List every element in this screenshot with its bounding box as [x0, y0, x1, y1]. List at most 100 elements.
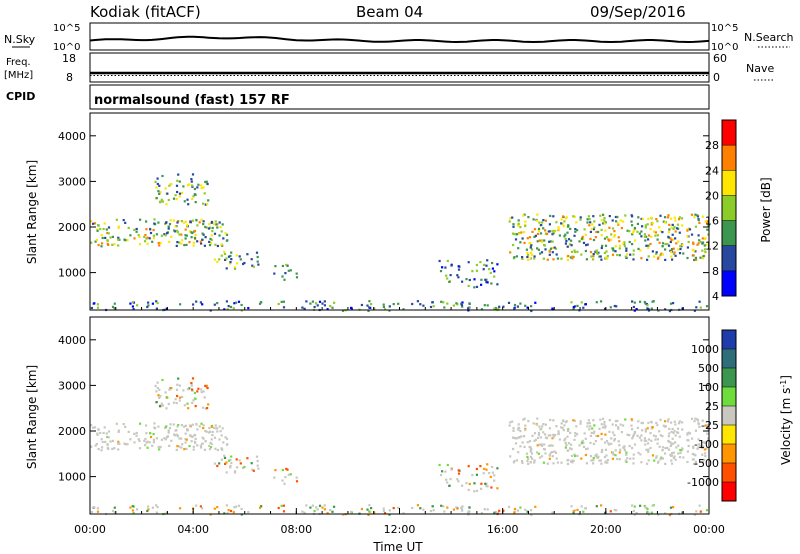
power-cell: [573, 234, 576, 237]
power-cell: [594, 236, 597, 239]
power-cell: [193, 187, 196, 191]
power-cell: [672, 252, 675, 256]
power-cell: [301, 306, 304, 309]
power-cell: [493, 270, 496, 273]
velocity-cell: [553, 434, 556, 437]
power-cell: [637, 247, 640, 250]
y-tick-label: 1000: [58, 471, 86, 484]
power-cell: [156, 302, 159, 305]
nave-tick-high: 60: [713, 52, 727, 65]
velocity-cell: [251, 468, 254, 471]
power-cell: [536, 240, 539, 243]
power-cell: [157, 221, 160, 224]
power-cell: [661, 242, 665, 245]
velocity-cell: [153, 426, 156, 429]
velocity-cell: [647, 438, 651, 441]
velocity-cell: [213, 462, 216, 465]
power-cell: [538, 221, 541, 224]
power-cell: [195, 218, 198, 222]
velocity-cell: [661, 457, 664, 460]
velocity-cell: [493, 479, 496, 482]
power-cell: [201, 238, 204, 241]
power-cell: [178, 195, 181, 198]
velocity-cell: [605, 440, 609, 443]
velocity-cell: [538, 425, 541, 428]
velocity-cell: [282, 504, 285, 507]
velocity-cell: [190, 384, 193, 387]
power-cell: [152, 234, 155, 237]
power-cell: [205, 226, 208, 229]
velocity-cell: [491, 465, 494, 469]
velocity-cell: [213, 507, 216, 510]
power-cell: [549, 214, 552, 217]
power-cell: [219, 226, 222, 229]
velocity-cell: [208, 448, 212, 451]
power-cell: [542, 219, 545, 222]
power-cell: [543, 239, 546, 242]
power-cell: [672, 302, 675, 305]
velocity-cell: [173, 433, 176, 436]
power-cell: [628, 230, 631, 233]
velocity-cell: [177, 424, 180, 427]
power-cell: [589, 221, 592, 224]
power-cell: [531, 253, 534, 256]
power-cell: [163, 233, 166, 236]
power-cell: [155, 300, 158, 303]
power-cell: [526, 306, 529, 309]
velocity-cell: [480, 487, 483, 490]
power-cell: [185, 243, 188, 246]
power-cell: [676, 223, 680, 226]
velocity-cell: [600, 432, 603, 435]
velocity-cell: [168, 427, 172, 430]
power-cell: [703, 244, 706, 247]
power-cell: [574, 228, 577, 231]
power-cell: [210, 238, 213, 241]
power-cell: [126, 239, 129, 242]
velocity-cell: [174, 398, 177, 401]
velocity-cell: [287, 473, 290, 476]
nsky-tick-low: 10^0: [53, 42, 80, 53]
power-cell: [475, 269, 478, 272]
power-cell: [563, 220, 566, 223]
velocity-cell: [540, 444, 544, 447]
velocity-cell: [156, 381, 159, 384]
velocity-cell: [115, 422, 118, 425]
velocity-cell: [204, 429, 207, 433]
power-cell: [664, 248, 667, 251]
velocity-cell: [133, 441, 136, 444]
power-cell: [604, 229, 607, 232]
power-cell: [537, 248, 540, 251]
velocity-cell: [599, 418, 602, 421]
power-cell: [493, 307, 496, 310]
velocity-cell: [704, 452, 707, 455]
power-cell: [571, 255, 574, 258]
power-cell: [617, 236, 620, 239]
power-cell: [178, 241, 181, 244]
velocity-cell: [157, 445, 160, 449]
velocity-cell: [563, 424, 566, 427]
power-cell: [107, 226, 111, 229]
power-cell: [204, 180, 207, 183]
velocity-cell: [449, 478, 452, 481]
power-cell: [529, 242, 532, 245]
power-cell: [250, 258, 253, 261]
velocity-cell: [151, 506, 154, 509]
power-cell: [574, 250, 577, 254]
colorbar-tick-label: -500: [694, 457, 719, 470]
velocity-cell: [182, 389, 185, 392]
power-cell: [90, 241, 93, 244]
velocity-cell: [210, 425, 213, 428]
power-cell: [438, 259, 441, 263]
velocity-cell: [111, 509, 115, 512]
velocity-cell: [239, 462, 242, 465]
power-cell: [618, 240, 621, 243]
velocity-cell: [240, 507, 243, 511]
colorbar-tick-label: -25: [701, 419, 719, 432]
power-cell: [422, 304, 425, 307]
velocity-cell: [106, 446, 109, 449]
velocity-cell: [675, 446, 678, 449]
velocity-cell: [193, 440, 197, 443]
power-cell: [573, 249, 576, 252]
power-cell: [696, 214, 699, 217]
